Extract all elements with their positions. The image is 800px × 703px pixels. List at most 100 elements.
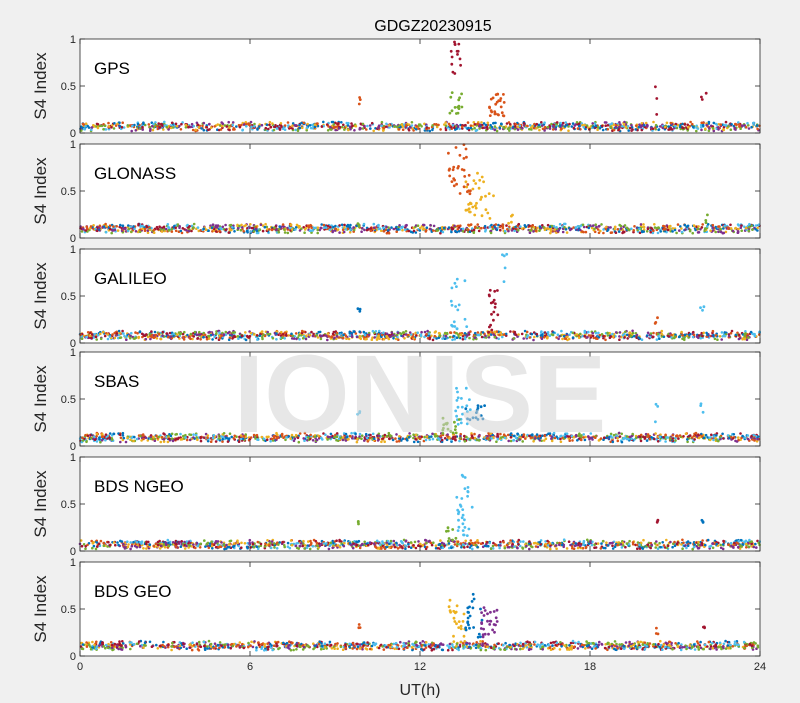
data-point	[567, 129, 570, 132]
data-point	[695, 432, 698, 435]
data-point	[499, 99, 502, 102]
data-point	[162, 432, 165, 435]
y-axis-label: S4 Index	[31, 262, 50, 330]
data-point	[492, 311, 495, 314]
data-point	[413, 230, 416, 233]
data-point	[241, 129, 244, 132]
data-point	[221, 440, 224, 443]
data-point	[144, 228, 147, 231]
data-point	[478, 127, 481, 130]
data-point	[470, 124, 473, 127]
data-point	[158, 332, 161, 335]
data-point	[626, 334, 629, 337]
data-point	[102, 435, 105, 438]
data-point	[161, 334, 164, 337]
data-point	[282, 128, 285, 131]
data-point	[679, 126, 682, 129]
data-point	[266, 123, 269, 126]
data-point	[547, 126, 550, 129]
data-point	[631, 128, 634, 131]
data-point	[172, 335, 175, 338]
data-point	[289, 126, 292, 129]
data-point	[451, 180, 454, 183]
data-point	[417, 127, 420, 130]
data-point	[353, 129, 356, 132]
data-point	[731, 330, 734, 333]
data-point	[618, 230, 621, 233]
data-point	[231, 226, 234, 229]
data-point	[121, 126, 124, 129]
data-point	[695, 130, 698, 133]
data-point	[163, 121, 166, 124]
data-point	[116, 123, 119, 126]
data-point	[253, 230, 256, 233]
data-point	[420, 125, 423, 128]
data-point	[494, 112, 497, 115]
data-point	[671, 230, 674, 233]
data-point	[652, 229, 655, 232]
data-point	[170, 335, 173, 338]
data-point	[85, 441, 88, 444]
data-point	[299, 127, 302, 130]
data-point	[693, 438, 696, 441]
data-point	[642, 223, 645, 226]
data-point	[727, 227, 730, 230]
data-point	[167, 223, 170, 226]
data-point	[221, 125, 224, 128]
data-point	[500, 123, 503, 126]
data-point	[686, 438, 689, 441]
data-point	[735, 123, 738, 126]
data-point	[610, 231, 613, 234]
data-point	[656, 338, 659, 341]
data-point	[478, 179, 481, 182]
data-point	[709, 229, 712, 232]
data-point	[89, 434, 92, 437]
data-point	[611, 122, 614, 125]
data-point	[750, 435, 753, 438]
data-point	[635, 437, 638, 440]
data-point	[333, 127, 336, 130]
data-point	[563, 226, 566, 229]
data-point	[650, 332, 653, 335]
data-point	[560, 330, 563, 333]
data-point	[327, 225, 330, 228]
data-point	[149, 229, 152, 232]
y-axis-label: S4 Index	[31, 52, 50, 120]
data-point	[738, 334, 741, 337]
data-point	[496, 229, 499, 232]
data-point	[582, 231, 585, 234]
y-tick-label: 0.5	[61, 81, 76, 93]
data-point	[377, 224, 380, 227]
data-point	[192, 436, 195, 439]
data-point	[229, 224, 232, 227]
data-point	[750, 331, 753, 334]
data-point	[747, 434, 750, 437]
data-point	[227, 332, 230, 335]
data-point	[101, 433, 104, 436]
data-point	[549, 232, 552, 235]
data-point	[100, 338, 103, 341]
data-point	[284, 231, 287, 234]
data-point	[105, 231, 108, 234]
data-point	[134, 331, 137, 334]
data-point	[463, 169, 466, 172]
data-point	[712, 439, 715, 442]
data-point	[180, 128, 183, 131]
data-point	[700, 129, 703, 132]
data-point	[506, 228, 509, 231]
plot-area	[80, 39, 760, 133]
data-point	[269, 121, 272, 124]
data-point	[157, 228, 160, 231]
data-point	[713, 435, 716, 438]
data-point	[741, 435, 744, 438]
data-point	[452, 166, 455, 169]
data-point	[358, 96, 361, 99]
data-point	[81, 436, 84, 439]
data-point	[453, 184, 456, 187]
data-point	[496, 101, 499, 104]
data-point	[203, 129, 206, 132]
data-point	[343, 224, 346, 227]
data-point	[320, 223, 323, 226]
data-point	[497, 224, 500, 227]
data-point	[594, 223, 597, 226]
